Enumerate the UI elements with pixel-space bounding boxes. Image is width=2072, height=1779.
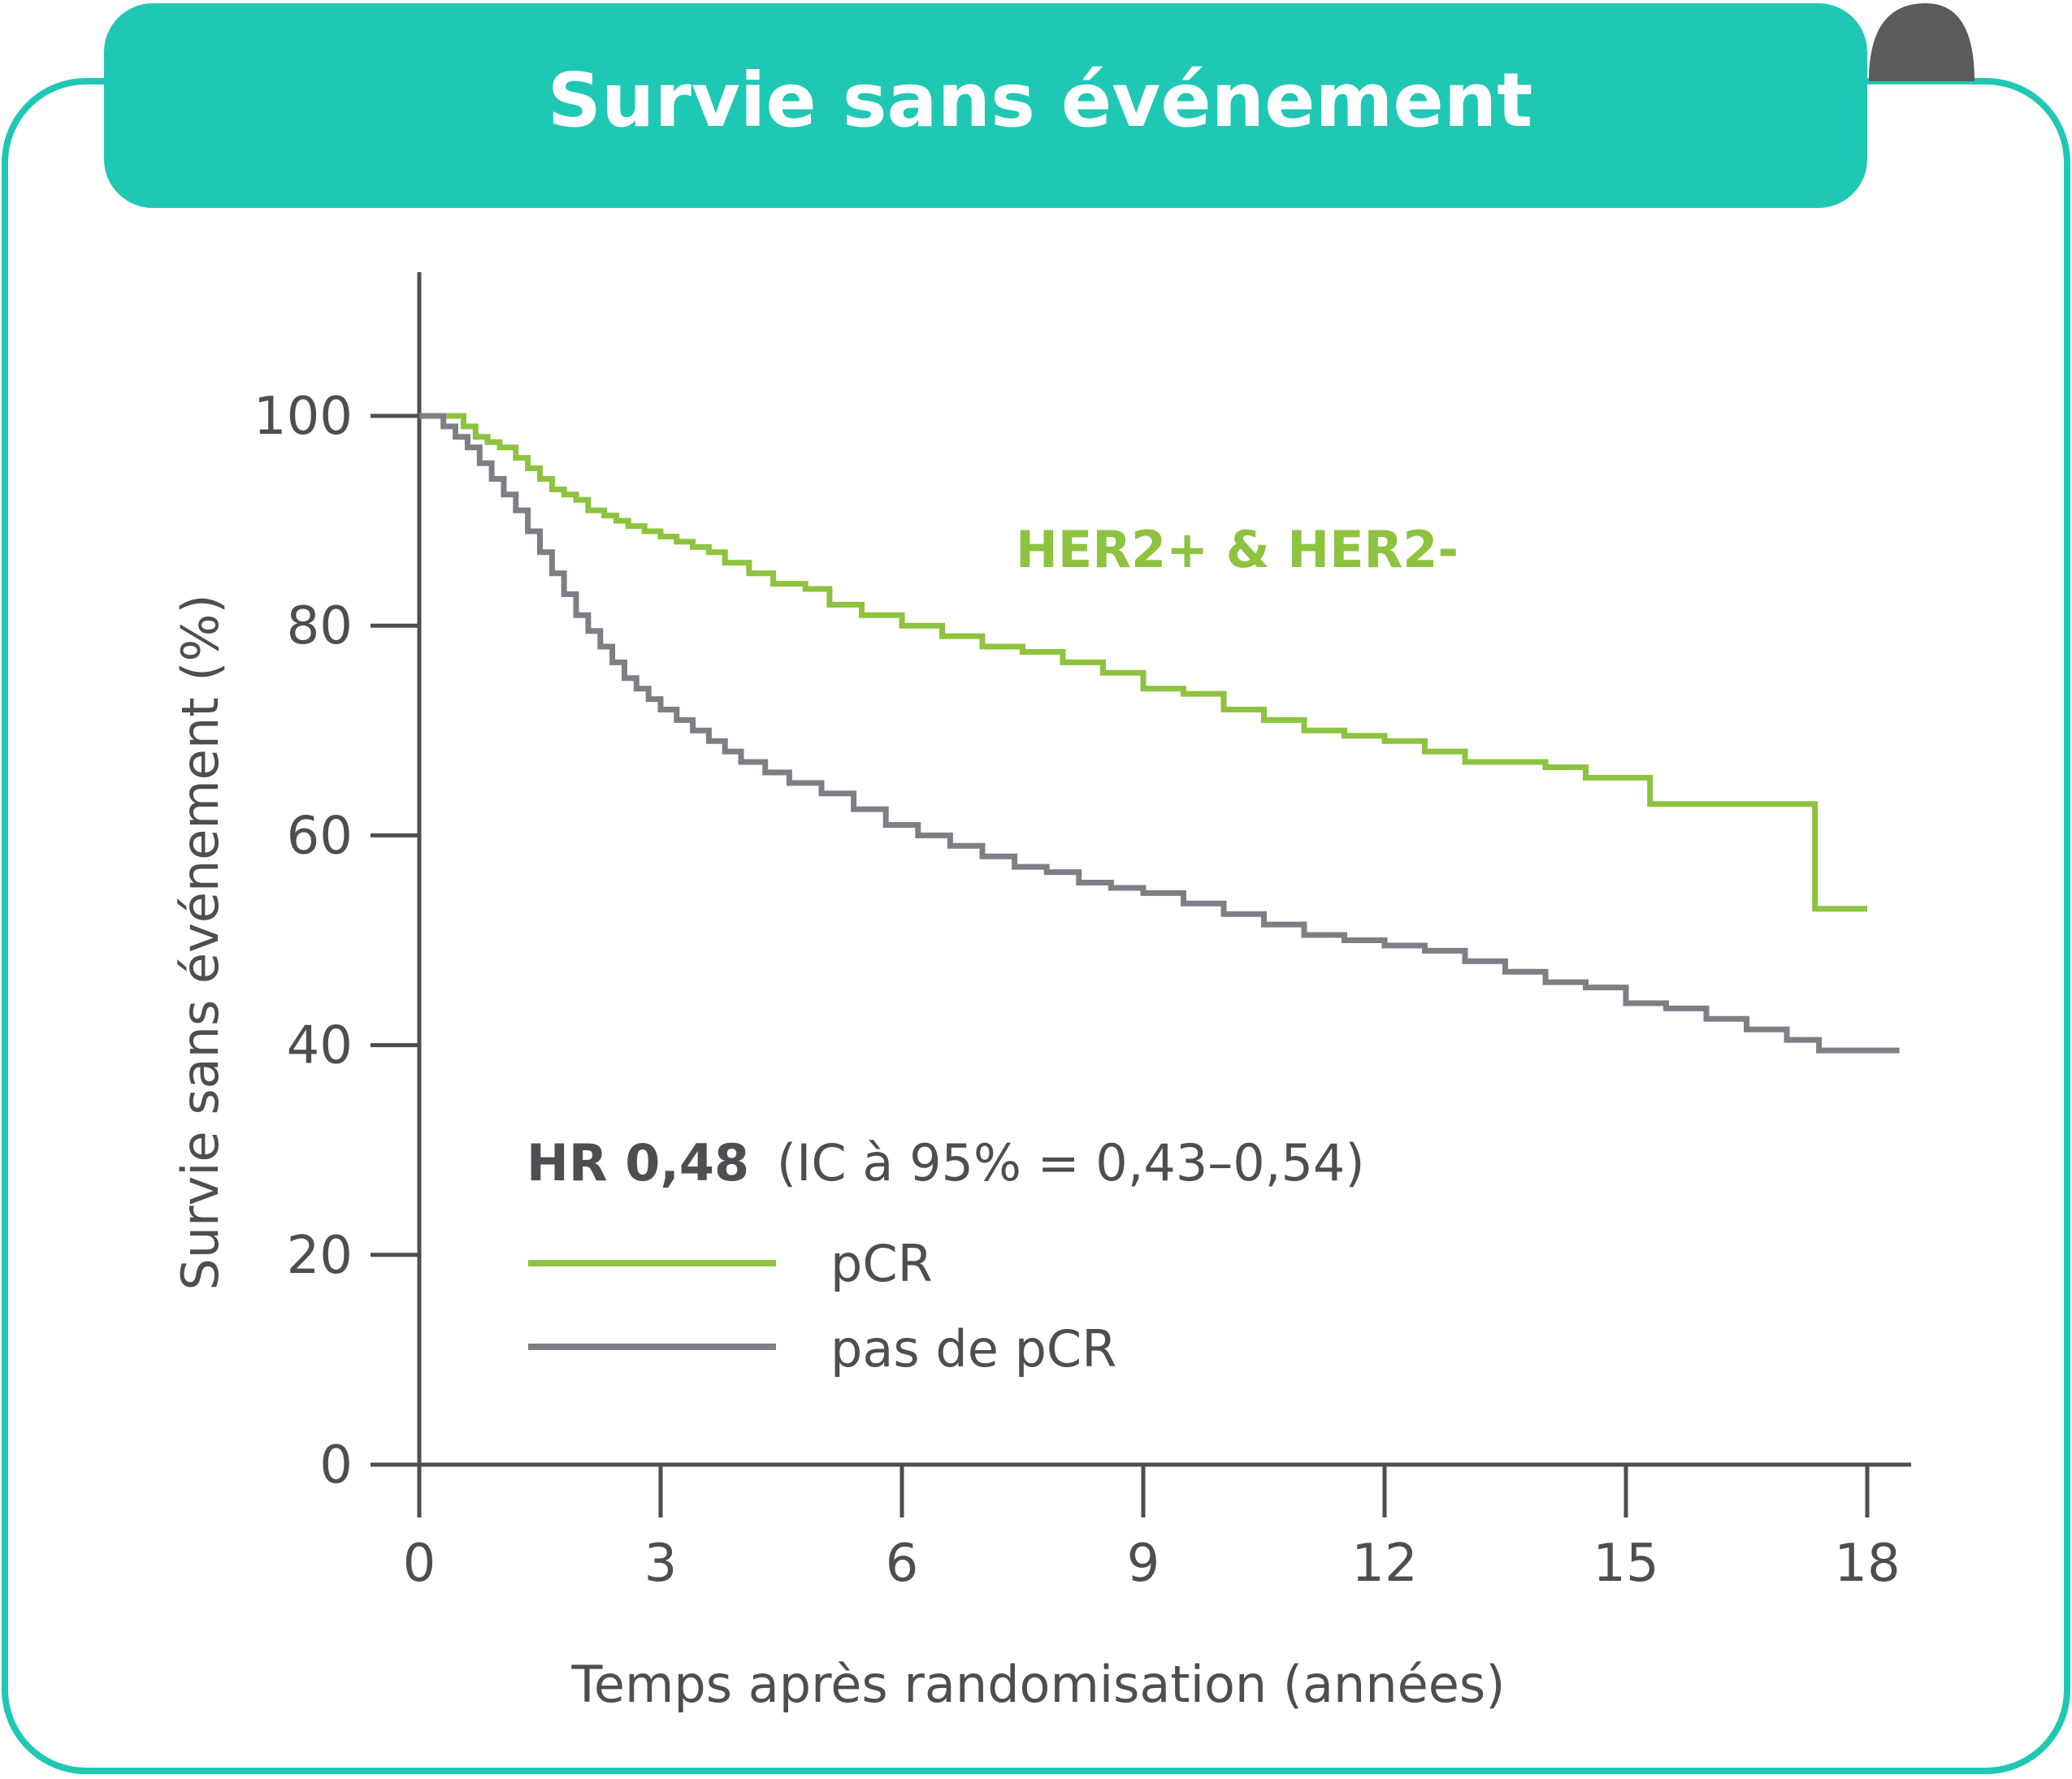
x-axis-title: Temps après randomisation (années)	[571, 1655, 1506, 1714]
axes: 0 20 40 60 80 100 0 3 6 9 12 15 18	[254, 272, 1911, 1594]
x-tick-label: 6	[886, 1534, 919, 1594]
hazard-ratio-text: HR 0,48 (IC à 95% = 0,43–0,54)	[527, 1133, 1365, 1192]
chart-title: Survie sans événement	[548, 57, 1533, 144]
y-tick-label: 60	[287, 806, 353, 866]
y-tick-label: 100	[254, 387, 353, 447]
group-annotation: HER2+ & HER2-	[1016, 520, 1459, 579]
y-tick-label: 20	[287, 1226, 353, 1286]
legend-label-no-pcr: pas de pCR	[830, 1319, 1116, 1379]
hazard-ratio-value: HR 0,48	[527, 1133, 749, 1192]
x-tick-label: 3	[644, 1534, 678, 1594]
y-axis-title: Survie sans événement (%)	[171, 594, 230, 1290]
y-tick-label: 80	[287, 596, 353, 656]
series-layer	[419, 413, 1900, 1054]
x-tick-label: 12	[1351, 1534, 1417, 1594]
banner-fold	[1869, 3, 1974, 81]
y-tick-label: 0	[319, 1435, 353, 1495]
legend-label-pcr: pCR	[830, 1234, 933, 1293]
header-banner	[104, 3, 1867, 208]
series-line-no-pcr	[419, 413, 1900, 1054]
x-tick-label: 0	[403, 1534, 436, 1594]
series-line-pcr	[419, 413, 1867, 912]
chart-card-border	[2, 78, 2070, 1774]
confidence-interval: (IC à 95% = 0,43–0,54)	[777, 1133, 1365, 1192]
y-tick-label: 40	[287, 1016, 353, 1076]
legend: pCR pas de pCR	[528, 1234, 1116, 1379]
x-tick-label: 18	[1834, 1534, 1900, 1594]
x-tick-label: 9	[1127, 1534, 1160, 1594]
x-tick-label: 15	[1593, 1534, 1658, 1594]
